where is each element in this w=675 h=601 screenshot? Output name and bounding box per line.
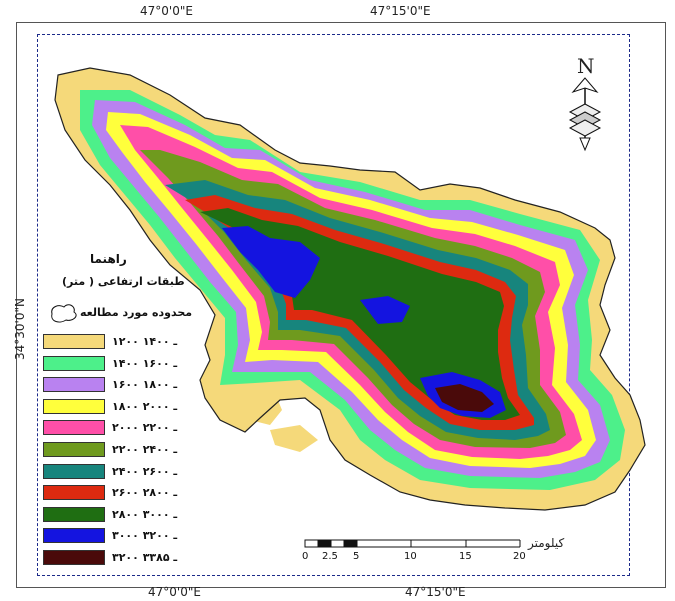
legend-class-label: ۲۲۰۰ ـ ۲۴۰۰ <box>112 443 178 456</box>
legend-swatch <box>43 398 105 414</box>
legend-class-label: ۱۴۰۰ ـ ۱۶۰۰ <box>112 356 178 370</box>
north-arrow-icon <box>568 77 602 152</box>
legend-title: راهنما <box>90 252 127 266</box>
legend-swatch <box>43 377 105 393</box>
top-coord-label-2: 47°15'0"E <box>370 4 431 18</box>
map-neatline <box>37 34 630 576</box>
legend-swatch <box>43 506 105 522</box>
scale-tick-15: 15 <box>459 551 472 562</box>
legend-swatch <box>43 485 105 501</box>
scale-tick-0: 0 <box>302 551 309 562</box>
legend-boundary-label: محدوده مورد مطالعه <box>80 306 193 319</box>
bottom-coord-label-2: 47°15'0"E <box>405 585 466 599</box>
legend-swatch <box>43 442 105 457</box>
legend-class-label: ۲۸۰۰ ـ ۳۰۰۰ <box>112 507 178 521</box>
scale-tick-2-5: 2.5 <box>322 551 338 562</box>
top-coord-label-1: 47°0'0"E <box>140 4 193 18</box>
legend-class-label: ۲۶۰۰ ـ ۲۸۰۰ <box>112 486 178 500</box>
scale-tick-10: 10 <box>404 551 417 562</box>
legend-class-label: ۱۶۰۰ ـ ۱۸۰۰ <box>112 378 178 392</box>
legend-class-label: ۲۴۰۰ ـ ۲۶۰۰ <box>112 464 178 478</box>
legend-swatch <box>43 420 105 436</box>
legend-swatch <box>43 334 105 349</box>
legend-class-label: ۲۰۰۰ ـ ۲۲۰۰ <box>112 421 178 435</box>
legend-class-label: ۳۰۰۰ ـ ۳۲۰۰ <box>112 529 178 543</box>
scale-unit: کیلومتر <box>528 536 565 550</box>
map-frame <box>16 22 666 588</box>
legend-class-label: ۳۲۰۰ ـ ۳۳۸۵ <box>112 551 178 564</box>
legend-swatch <box>43 550 105 565</box>
legend-swatch <box>43 463 105 479</box>
legend-subtitle: طبقات ارتفاعی ( متر) <box>62 275 185 288</box>
scale-tick-20: 20 <box>513 551 526 562</box>
bottom-coord-label-1: 47°0'0"E <box>148 585 201 599</box>
scale-tick-5: 5 <box>353 551 360 562</box>
legend-swatch <box>43 528 105 544</box>
north-letter: N <box>577 54 595 78</box>
study-area-boundary <box>54 67 646 511</box>
scale-bar <box>304 539 521 548</box>
legend-class-label: ۱۸۰۰ ـ ۲۰۰۰ <box>112 399 178 413</box>
boundary-legend-symbol <box>51 304 77 323</box>
legend-swatch <box>43 355 105 371</box>
legend-class-label: ۱۲۰۰ ـ ۱۴۰۰ <box>112 335 178 348</box>
